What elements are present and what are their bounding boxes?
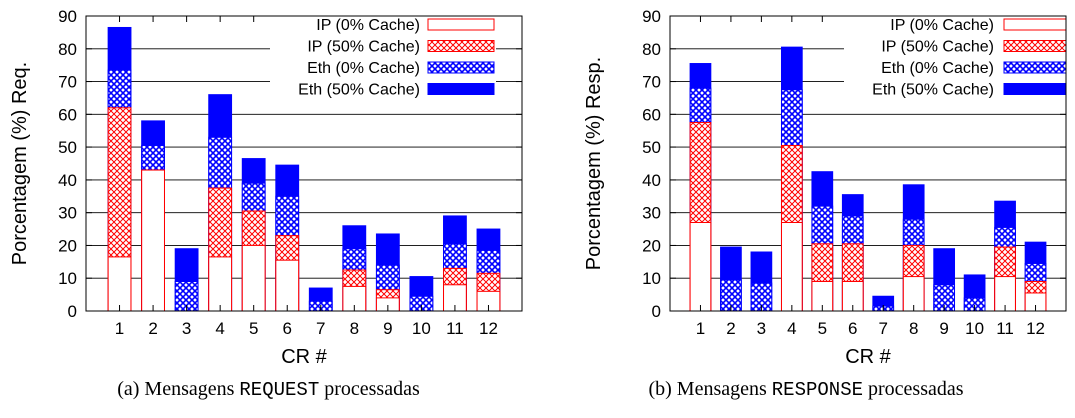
xtick-label-b-6: 6 [848, 319, 857, 338]
legend-label-b-eth50: Eth (50% Cache) [872, 82, 994, 99]
xtick-label-b-7: 7 [878, 319, 887, 338]
xtick-label-b-3: 3 [757, 319, 766, 338]
legend-swatch-b-ip50 [1004, 41, 1066, 52]
caption-a: (a) Mensagens REQUEST processadas [0, 378, 537, 401]
bar-a-ip0-5 [242, 245, 265, 311]
legend-swatch-a-eth50 [428, 84, 494, 95]
ytick-label-a-7: 70 [58, 73, 77, 92]
bar-b-ip0-1 [690, 223, 711, 312]
xtick-label-a-10: 10 [412, 319, 431, 338]
bar-b-ip0-4 [781, 223, 802, 312]
ytick-label-b-3: 30 [642, 204, 661, 223]
xtick-label-a-2: 2 [148, 319, 157, 338]
legend-label-b-ip0: IP (0% Cache) [890, 17, 994, 34]
xtick-label-a-12: 12 [479, 319, 498, 338]
legend-label-b-eth0: Eth (0% Cache) [881, 60, 994, 77]
bar-a-ip0-6 [276, 260, 299, 311]
xtick-label-b-10: 10 [965, 319, 984, 338]
ytick-label-b-5: 50 [642, 138, 661, 157]
caption-a-keyword: REQUEST [239, 379, 319, 401]
ytick-label-a-9: 90 [58, 7, 77, 26]
xtick-label-a-3: 3 [182, 319, 191, 338]
xtick-label-a-1: 1 [115, 319, 124, 338]
ytick-label-b-9: 90 [642, 7, 661, 26]
x-axis-label-b: CR # [845, 346, 891, 368]
ytick-label-b-4: 40 [642, 171, 661, 190]
y-axis-label-a: Porcentagem (%) Req. [9, 62, 31, 265]
ytick-label-b-0: 0 [652, 302, 661, 321]
x-axis-label-a: CR # [281, 346, 327, 368]
ytick-label-b-7: 70 [642, 73, 661, 92]
caption-b-suffix: processadas [868, 378, 964, 400]
legend-label-a-ip0: IP (0% Cache) [316, 17, 420, 34]
ytick-label-a-4: 40 [58, 171, 77, 190]
caption-b-keyword: RESPONSE [772, 379, 863, 401]
caption-a-suffix: processadas [324, 378, 420, 400]
xtick-label-a-11: 11 [446, 319, 464, 338]
xtick-label-b-4: 4 [787, 319, 796, 338]
xtick-label-a-5: 5 [249, 319, 258, 338]
ytick-label-a-2: 20 [58, 236, 77, 255]
legend-swatch-b-eth50 [1004, 84, 1066, 95]
ytick-label-b-6: 60 [642, 105, 661, 124]
ytick-label-a-0: 0 [68, 302, 77, 321]
xtick-label-b-8: 8 [909, 319, 918, 338]
caption-a-prefix: Mensagens [144, 378, 234, 400]
xtick-label-a-8: 8 [350, 319, 359, 338]
legend-swatch-b-eth0 [1004, 62, 1066, 73]
xtick-label-b-11: 11 [996, 319, 1014, 338]
xtick-label-b-2: 2 [726, 319, 735, 338]
xtick-label-b-12: 12 [1026, 319, 1045, 338]
xtick-label-b-1: 1 [696, 319, 705, 338]
legend-swatch-a-ip0 [428, 19, 494, 30]
caption-b: (b) Mensagens RESPONSE processadas [537, 378, 1075, 401]
xtick-label-b-9: 9 [939, 319, 948, 338]
ytick-label-b-2: 20 [642, 236, 661, 255]
caption-a-label: (a) [117, 378, 139, 400]
ytick-label-a-8: 80 [58, 40, 77, 59]
bar-a-ip0-1 [108, 257, 131, 311]
caption-b-label: (b) [648, 378, 671, 400]
legend-swatch-a-ip50 [428, 41, 494, 52]
ytick-label-a-6: 60 [58, 105, 77, 124]
ytick-label-a-3: 30 [58, 204, 77, 223]
ytick-label-a-1: 10 [58, 269, 77, 288]
y-axis-label-b: Porcentagem (%) Resp. [583, 57, 605, 270]
legend-label-a-eth50: Eth (50% Cache) [298, 82, 420, 99]
ytick-label-a-5: 50 [58, 138, 77, 157]
legend-label-a-eth0: Eth (0% Cache) [307, 60, 420, 77]
legend-label-a-ip50: IP (50% Cache) [307, 39, 420, 56]
ytick-label-b-1: 10 [642, 269, 661, 288]
bar-a-ip0-4 [209, 257, 232, 311]
xtick-label-a-4: 4 [215, 319, 224, 338]
xtick-label-a-6: 6 [282, 319, 291, 338]
xtick-label-a-7: 7 [316, 319, 325, 338]
legend-swatch-b-ip0 [1004, 19, 1066, 30]
ytick-label-b-8: 80 [642, 40, 661, 59]
xtick-label-b-5: 5 [818, 319, 827, 338]
caption-b-prefix: Mensagens [677, 378, 767, 400]
legend-label-b-ip50: IP (50% Cache) [881, 39, 994, 56]
legend-swatch-a-eth0 [428, 62, 494, 73]
bar-a-ip0-2 [142, 170, 165, 311]
xtick-label-a-9: 9 [383, 319, 392, 338]
